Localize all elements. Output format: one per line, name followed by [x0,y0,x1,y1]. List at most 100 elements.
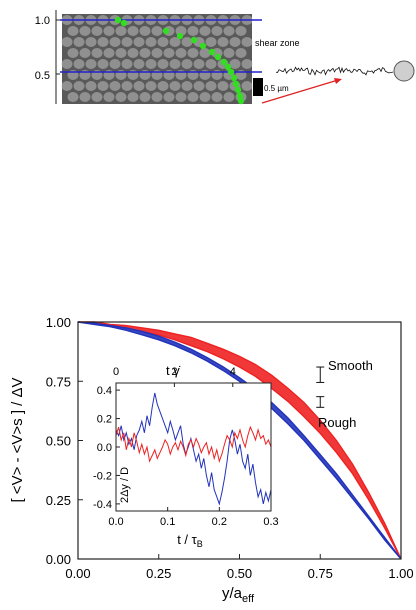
particle [85,81,97,91]
particle [157,59,169,69]
y-tick-label: 0.00 [46,552,71,567]
particle [163,92,175,102]
particle [235,48,247,58]
main-y-ticks: 0.00 0.25 0.50 0.75 1.00 [46,315,83,567]
rough-annotation: Rough [318,415,356,430]
particle [103,92,115,102]
particle [139,48,151,58]
red-arrow-head [334,78,342,84]
scale-bar-label: 0.5 µm [264,84,289,93]
particle [109,59,121,69]
particle [187,48,199,58]
scale-bar [253,78,263,96]
inset-x-tick-label: 0.1 [160,516,175,528]
particle [235,26,247,36]
red-arrow-line [261,79,339,104]
green-track-point [208,48,216,56]
particle [115,26,127,36]
green-track-point [227,68,235,76]
particle [109,81,121,91]
particle [103,26,115,36]
particle [91,48,103,58]
y-tick-label: 0.75 [46,374,71,389]
green-track [114,16,245,105]
top-ytick-label: 1.0 [35,15,50,27]
particle [145,81,157,91]
particle [151,92,163,102]
particle [211,26,223,36]
inset-x-tick-label: 0.3 [263,516,278,528]
particle [145,59,157,69]
particle [79,48,91,58]
inset-top-tick-label: 4 [230,366,236,378]
probe-particle [393,60,415,82]
particle [229,37,241,47]
green-track-point [220,58,228,66]
green-track-point [162,27,170,35]
inset-top-axis-label: t γ̇ [166,363,181,378]
particle [73,81,85,91]
particle [91,26,103,36]
particle [199,48,211,58]
inset-x-label: t / τB [177,532,203,549]
particle [127,48,139,58]
particle [109,37,121,47]
particle [139,92,151,102]
main-x-label-sub: eff [242,593,255,605]
inset-x-tick-label: 0.0 [108,516,123,528]
green-track-point [120,19,128,27]
particle [199,26,211,36]
particle [223,26,235,36]
main-error-bars [316,366,325,408]
inset-x-ticks: 0.0 0.1 0.2 0.3 [108,507,279,528]
particle [181,37,193,47]
inset-x-label-main: t / τ [177,532,197,547]
y-tick-label: 0.25 [46,493,71,508]
green-track-point [190,36,198,44]
particle [181,59,193,69]
particle [205,59,217,69]
particle [205,81,217,91]
inset-top-ticks: 0 2 4 [113,366,236,387]
inset-x-label-sub: B [197,539,203,549]
particle [175,48,187,58]
particle [91,92,103,102]
particle [85,37,97,47]
y-tick-label: 0.50 [46,434,71,449]
top-panel: 1.0 0.5 shear zone 0.5 µm [35,10,415,105]
particle [151,26,163,36]
particle [229,59,241,69]
particle [169,37,181,47]
particle [115,48,127,58]
x-tick-label: 0.75 [308,566,333,581]
particle [61,81,73,91]
particle [97,37,109,47]
particle [181,81,193,91]
particle [241,37,253,47]
particle [61,37,73,47]
particle [97,59,109,69]
particle [187,26,199,36]
particle [157,81,169,91]
particle [115,92,127,102]
inset-y-tick-label: 0.4 [97,385,112,397]
shear-zone-label: shear zone [255,38,300,48]
x-tick-label: 0.25 [146,566,171,581]
particle [157,37,169,47]
displacement-trace [275,66,394,76]
particle [133,37,145,47]
main-x-ticks: 0.00 0.25 0.50 0.75 1.00 [65,554,414,581]
particle [187,92,199,102]
particle [205,37,217,47]
green-track-point [176,32,184,40]
inset-series-red [115,425,272,463]
particle [67,92,79,102]
green-track-point [114,16,122,24]
particle [121,37,133,47]
green-track-point [214,53,222,61]
main-x-label-main: y/a [222,585,243,602]
particle [121,59,133,69]
particle [241,59,253,69]
particle [223,92,235,102]
particle [223,48,235,58]
